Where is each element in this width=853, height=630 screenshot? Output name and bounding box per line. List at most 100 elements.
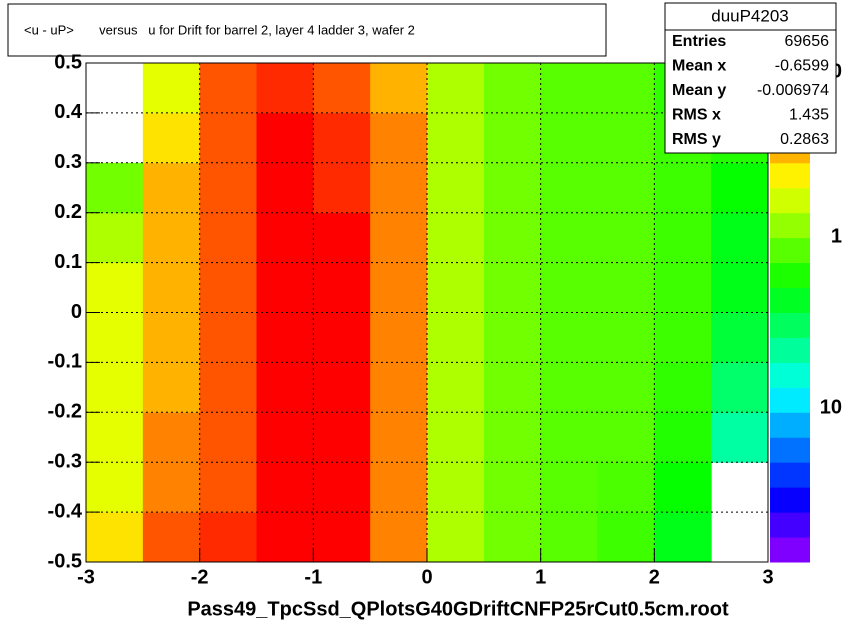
heat-cell — [597, 162, 655, 214]
heat-cell — [142, 63, 201, 114]
heat-cell — [597, 312, 655, 363]
heat-cell — [199, 262, 257, 313]
x-tick-label: 0 — [421, 566, 432, 588]
heat-cell — [256, 112, 314, 164]
y-tick-label: 0 — [71, 301, 82, 323]
heat-cell — [142, 112, 201, 164]
plot-frame — [85, 62, 769, 563]
heat-cell — [86, 362, 144, 413]
heat-cell — [483, 63, 542, 114]
palette-step — [770, 187, 810, 214]
x-tick-label: -3 — [77, 566, 95, 588]
palette-step — [770, 162, 810, 189]
x-tick-label: -1 — [304, 566, 322, 588]
y-tick-label: -0.1 — [48, 351, 82, 373]
heat-cell — [199, 162, 257, 214]
y-tick-label: -0.4 — [48, 500, 83, 522]
heat-cell — [654, 412, 712, 463]
heat-cell — [711, 362, 769, 413]
y-tick-label: 0.1 — [54, 251, 82, 273]
heat-cell — [483, 312, 542, 363]
heat-cell — [654, 512, 712, 563]
heat-cell — [370, 112, 428, 164]
heat-cell — [142, 362, 201, 413]
heat-cell — [711, 162, 769, 214]
x-tick-label: 2 — [649, 566, 660, 588]
palette-step — [770, 537, 810, 563]
heat-cell — [370, 212, 428, 264]
heat-cell — [483, 412, 542, 463]
heat-cell — [313, 512, 371, 563]
heat-cell — [540, 412, 598, 463]
heat-cell — [313, 262, 371, 313]
heat-cell — [654, 312, 712, 363]
heat-cell — [256, 512, 314, 563]
heat-cell — [142, 412, 201, 463]
heat-cell — [256, 312, 314, 363]
heat-cell — [142, 162, 201, 214]
heat-cell — [597, 212, 655, 264]
heat-cell — [256, 362, 314, 413]
heat-cell — [540, 512, 598, 563]
heat-cell — [540, 112, 598, 164]
stats-value: 1.435 — [789, 107, 829, 124]
heat-cell — [540, 362, 598, 413]
heat-cell — [427, 212, 485, 264]
heat-cell — [427, 462, 485, 513]
heat-cell — [427, 412, 485, 463]
heat-cell — [256, 262, 314, 313]
heat-cell — [597, 262, 655, 313]
heat-cell — [256, 462, 314, 513]
palette-step — [770, 487, 810, 513]
heat-cell — [86, 212, 144, 264]
heat-cell — [199, 512, 257, 563]
heat-cell — [370, 312, 428, 363]
palette-step — [770, 337, 810, 363]
palette-step — [770, 512, 810, 538]
heat-cell — [142, 212, 201, 264]
heat-cell — [86, 262, 144, 313]
heat-cell — [86, 162, 144, 214]
stats-value: 0.2863 — [780, 131, 829, 148]
y-tick-label: -0.5 — [48, 550, 82, 572]
x-axis-title: Pass49_TpcSsd_QPlotsG40GDriftCNFP25rCut0… — [187, 598, 729, 620]
y-tick-label: 0.5 — [54, 51, 82, 73]
heat-cell — [540, 63, 598, 114]
heat-cell — [711, 262, 769, 313]
heat-cell — [199, 212, 257, 264]
heat-cell — [483, 362, 542, 413]
heat-cell — [370, 462, 428, 513]
heat-cell — [199, 412, 257, 463]
heat-cell — [597, 512, 655, 563]
heat-cell — [313, 112, 371, 164]
heat-cell — [313, 362, 371, 413]
palette-step — [770, 262, 810, 289]
heat-cell — [427, 312, 485, 363]
heat-cell — [597, 63, 655, 114]
heat-cell — [540, 162, 598, 214]
stats-label: RMS y — [672, 131, 721, 148]
stats-value: -0.006974 — [757, 82, 829, 99]
heat-cell — [483, 212, 542, 264]
x-tick-label: 3 — [762, 566, 773, 588]
heat-cell — [427, 362, 485, 413]
heat-cell — [540, 462, 598, 513]
heat-cell — [427, 262, 485, 313]
heat-cell — [654, 362, 712, 413]
heat-cell — [597, 462, 655, 513]
y-tick-label: -0.3 — [48, 450, 82, 472]
x-tick-label: -2 — [191, 566, 209, 588]
heat-cell — [427, 63, 485, 114]
palette-step — [770, 212, 810, 239]
heat-cell — [711, 312, 769, 363]
palette-step — [770, 462, 810, 488]
stats-box — [664, 2, 837, 154]
palette-step — [770, 362, 810, 388]
heat-cell — [199, 112, 257, 164]
z-tick-label: 1 — [831, 225, 842, 247]
heat-cell — [370, 262, 428, 313]
heat-cell — [86, 412, 144, 463]
heat-cell — [199, 362, 257, 413]
heat-cell — [711, 212, 769, 264]
